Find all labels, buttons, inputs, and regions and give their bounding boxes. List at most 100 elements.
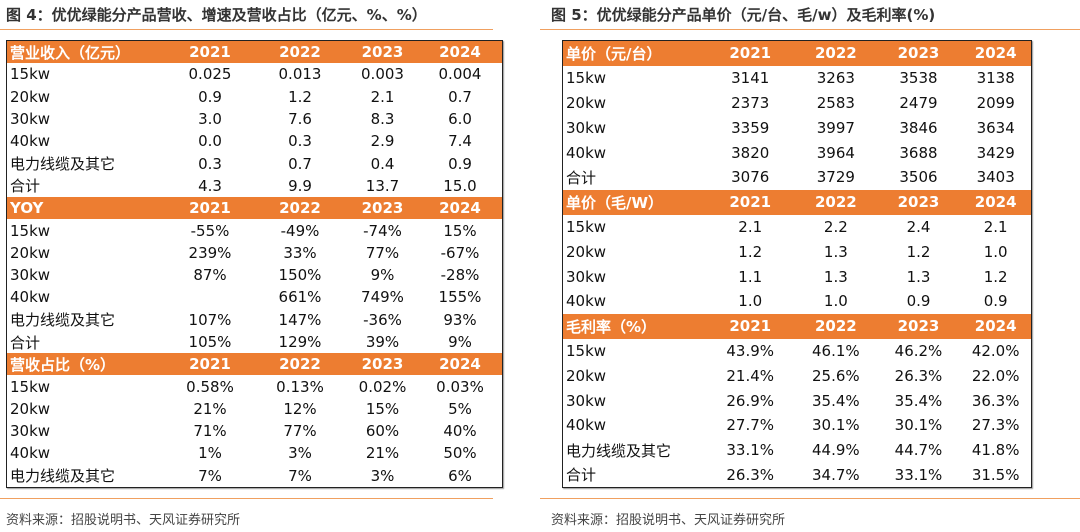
table-row: 15kw 43.9% 46.1% 46.2% 42.0% [563,339,1031,364]
table-cell: 26.9% [726,391,775,410]
table-cell: 50% [443,444,477,463]
table-cell: 0.02% [358,377,407,396]
table-cell: 2024 [439,355,481,374]
table-cell: 71% [193,422,227,441]
table-cell: 661% [278,288,322,307]
row-label: 40kw [10,132,51,151]
table-cell: 0.025 [188,65,232,84]
table-cell: 2023 [897,44,940,63]
right-price-margin-table: 单价（元/台） 2021 2022 2023 2024 15kw 3141 3263 3538 3… [562,40,1032,489]
table-cell: 27.7% [726,416,775,435]
table-cell: 33.1% [894,465,943,484]
row-label: 合计 [566,168,597,187]
table-cell: 8.3 [370,110,395,129]
row-label: 20kw [566,242,607,261]
row-label: 40kw [566,143,607,162]
table-cell: 2583 [816,93,855,112]
table-cell: 2022 [814,317,857,336]
table-cell: 3506 [899,168,938,187]
table-cell: 2373 [731,93,770,112]
table-cell: 1.2 [738,242,763,261]
table-cell: 2024 [974,317,1017,336]
table-cell: 1.1 [738,267,763,286]
table-cell: 2.1 [738,217,763,236]
table-cell: 2024 [974,193,1017,212]
left-title-divider [0,29,493,30]
table-cell: 3634 [976,118,1015,137]
table-cell: 4.3 [198,176,222,195]
row-label: 15kw [566,217,607,236]
table-row: 30kw 1.1 1.3 1.3 1.2 [563,264,1031,289]
row-label: YOY [10,199,44,218]
table-cell: 2.1 [983,217,1008,236]
table-cell: 93% [443,310,477,329]
table-cell: 147% [278,310,322,329]
table-cell: 0.3 [288,132,312,151]
table-cell: 21.4% [726,366,775,385]
table-cell: 77% [365,243,400,262]
table-cell: 3688 [899,143,938,162]
table-cell: 9% [370,266,395,285]
table-cell: 77% [283,422,317,441]
table-cell: 1.2 [906,242,931,261]
table-row: 40kw 661% 749% 155% [7,286,502,308]
table-cell: 0.9 [906,292,931,311]
table-cell: 2.2 [823,217,848,236]
row-label: 电力线缆及其它 [10,155,116,174]
table-row: 合计 105% 129% 39% 9% [7,331,502,353]
table-cell: 30.1% [812,416,860,435]
table-cell: 9% [448,333,472,351]
table-cell: 35.4% [894,391,943,410]
table-cell: 3964 [816,143,855,162]
table-cell: 3.0 [198,110,222,129]
table-cell: 40% [443,422,477,441]
table-cell: 3820 [731,143,770,162]
table-row: 30kw 3.0 7.6 8.3 6.0 [7,108,502,130]
table-row: 40kw 0.0 0.3 2.9 7.4 [7,130,502,152]
table-cell: 1.2 [983,267,1008,286]
row-label: 40kw [10,288,51,307]
table-cell: 7.6 [288,110,312,129]
row-label: 15kw [566,341,607,360]
table-cell: 2479 [899,93,938,112]
table-row: 20kw 2373 2583 2479 2099 [563,91,1031,116]
table-cell: 0.4 [370,154,395,173]
table-cell: 21% [193,399,227,418]
table-section-header: 单价（毛/W） 2021 2022 2023 2024 [563,189,1031,215]
table-cell: 3359 [731,118,770,137]
row-label: 20kw [10,243,51,262]
row-label: 40kw [10,444,51,463]
table-cell: 3846 [899,118,938,137]
table-cell: 31.5% [971,465,1020,484]
table-cell: 239% [188,243,232,262]
table-row: 15kw 2.1 2.2 2.4 2.1 [563,215,1031,240]
table-cell: 44.9% [812,441,860,460]
table-cell: 15% [443,221,477,240]
right-title-divider [540,29,1080,30]
table-row: 20kw 0.9 1.2 2.1 0.7 [7,86,502,108]
table-cell: 3% [370,466,395,485]
table-cell: 2.1 [370,87,395,106]
table-cell: -67% [440,243,480,262]
table-row: 20kw 1.2 1.3 1.2 1.0 [563,239,1031,264]
table-cell: 2022 [814,193,857,212]
row-label: 营业收入（亿元） [10,43,131,62]
table-cell: 41.8% [971,441,1020,460]
table-section-header: 营业收入（亿元） 2021 2022 2023 2024 [7,41,502,64]
row-label: 15kw [10,221,51,240]
left-revenue-table: 营业收入（亿元） 2021 2022 2023 2024 15kw 0.025 0.013 0.… [6,40,503,488]
left-footer-divider [0,498,493,499]
row-label: 合计 [10,333,41,352]
table-row: 电力线缆及其它 0.3 0.7 0.4 0.9 [7,152,502,174]
table-cell: 2099 [976,93,1015,112]
row-label: 30kw [566,118,607,137]
table-row: 合计 3076 3729 3506 3403 [563,165,1031,190]
table-cell: 26.3% [894,366,943,385]
table-cell: 0.03% [436,377,484,396]
right-figure-title: 图 5：优优绿能分产品单价（元/台、毛/w）及毛利率(%) [551,6,936,24]
table-cell: 46.2% [894,341,943,360]
table-cell: 0.7 [288,154,312,173]
table-cell: 13.7 [365,176,400,195]
table-cell: 22.0% [971,366,1020,385]
table-cell: 2021 [189,199,231,218]
